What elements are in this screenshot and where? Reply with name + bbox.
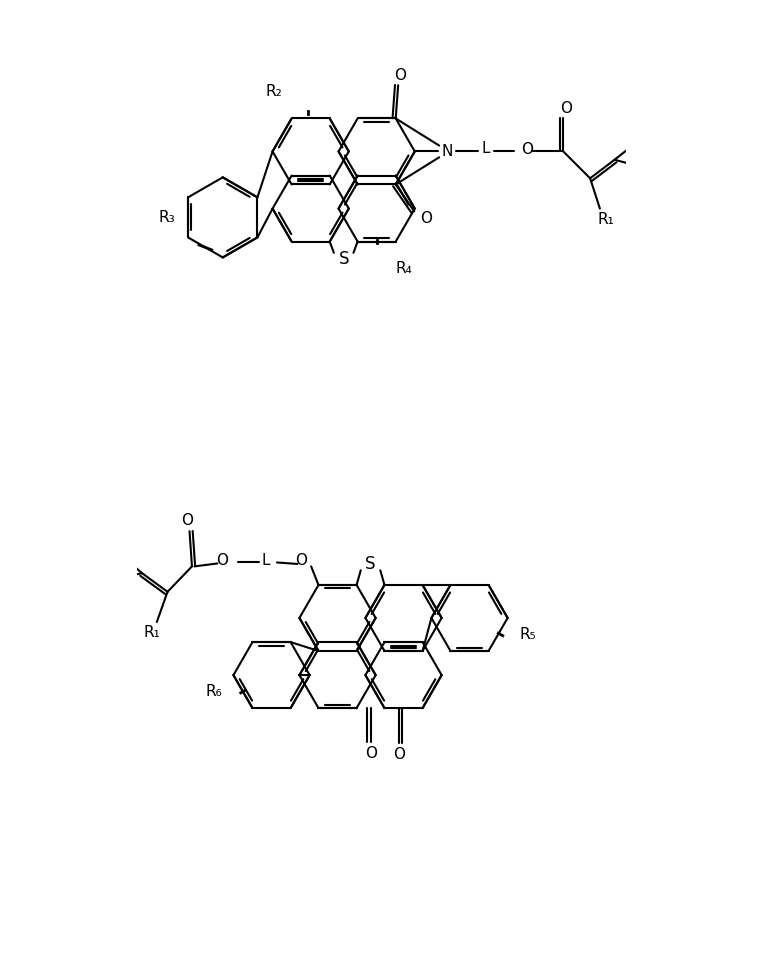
Text: O: O [560,101,571,116]
Text: L: L [482,142,491,156]
Text: O: O [181,513,193,528]
Text: R₆: R₆ [205,684,222,700]
Text: R₃: R₃ [158,210,175,225]
Text: R₄: R₄ [395,261,412,276]
Text: R₅: R₅ [519,627,536,642]
Text: R₁: R₁ [143,625,160,640]
Text: O: O [522,143,533,157]
Text: O: O [295,553,307,568]
Text: S: S [339,250,349,268]
Text: S: S [365,556,376,573]
Text: O: O [394,68,407,83]
Text: R₂: R₂ [266,84,282,99]
Text: L: L [262,553,270,568]
Text: R₁: R₁ [597,212,614,227]
Text: N: N [442,144,453,159]
Text: O: O [365,745,378,760]
Text: O: O [216,553,228,568]
Text: O: O [393,746,404,761]
Text: O: O [420,211,433,226]
